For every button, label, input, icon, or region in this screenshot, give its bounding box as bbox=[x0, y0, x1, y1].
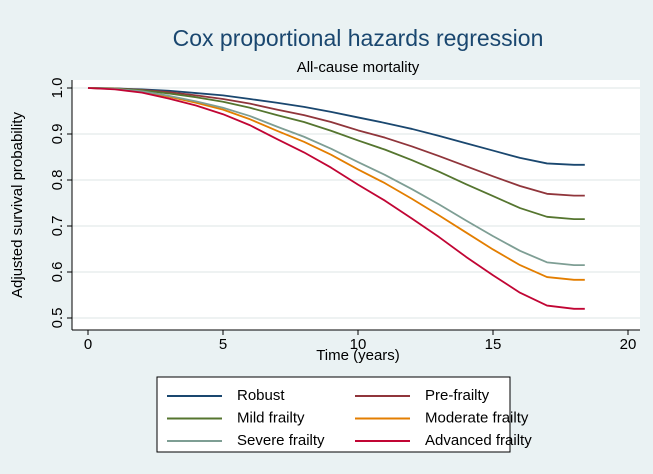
legend-label: Advanced frailty bbox=[425, 432, 532, 449]
x-tick-label: 20 bbox=[620, 336, 637, 353]
legend-label: Moderate frailty bbox=[425, 409, 529, 426]
x-tick-label: 5 bbox=[219, 336, 227, 353]
y-tick-label: 1.0 bbox=[49, 78, 66, 99]
series-line bbox=[87, 87, 585, 220]
series-line bbox=[87, 87, 585, 197]
series-line bbox=[87, 87, 585, 310]
legend-label: Pre-frailty bbox=[425, 387, 490, 404]
x-tick-label: 15 bbox=[485, 336, 502, 353]
y-tick-label: 0.9 bbox=[49, 124, 66, 145]
y-tick-label: 0.6 bbox=[49, 262, 66, 283]
series-line bbox=[87, 87, 585, 166]
legend bbox=[156, 376, 511, 453]
y-tick-label: 0.8 bbox=[49, 170, 66, 191]
series-line bbox=[87, 87, 585, 281]
chart-title: Cox proportional hazards regression bbox=[173, 25, 544, 51]
chart-subtitle: All-cause mortality bbox=[297, 59, 420, 76]
series-line bbox=[87, 87, 585, 266]
y-tick-label: 0.5 bbox=[49, 308, 66, 329]
legend-label: Severe frailty bbox=[237, 432, 325, 449]
x-axis-label: Time (years) bbox=[316, 347, 400, 364]
y-axis-label: Adjusted survival probability bbox=[9, 112, 26, 298]
plot-area bbox=[72, 80, 640, 330]
y-tick-label: 0.7 bbox=[49, 216, 66, 237]
legend-label: Mild frailty bbox=[237, 409, 305, 426]
x-tick-label: 0 bbox=[84, 336, 92, 353]
x-tick-label: 10 bbox=[350, 336, 367, 353]
legend-label: Robust bbox=[237, 387, 285, 404]
